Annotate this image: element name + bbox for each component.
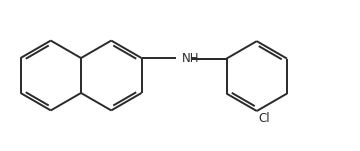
Text: NH: NH: [182, 52, 199, 65]
Text: Cl: Cl: [258, 112, 270, 125]
